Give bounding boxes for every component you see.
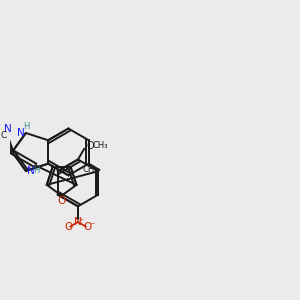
Text: N: N (74, 217, 82, 227)
Text: +: + (79, 217, 84, 222)
Text: CH₃: CH₃ (93, 141, 108, 150)
Text: H: H (33, 166, 39, 175)
Text: O: O (64, 222, 72, 232)
Text: N: N (17, 128, 25, 138)
Text: N: N (27, 166, 35, 176)
Text: C: C (0, 131, 6, 140)
Text: H: H (23, 122, 29, 131)
Text: O: O (84, 222, 92, 232)
Text: O: O (58, 196, 66, 206)
Text: N: N (4, 124, 12, 134)
Text: ⁻: ⁻ (89, 221, 95, 231)
Text: O: O (86, 141, 94, 151)
Text: CH₃: CH₃ (82, 165, 98, 174)
